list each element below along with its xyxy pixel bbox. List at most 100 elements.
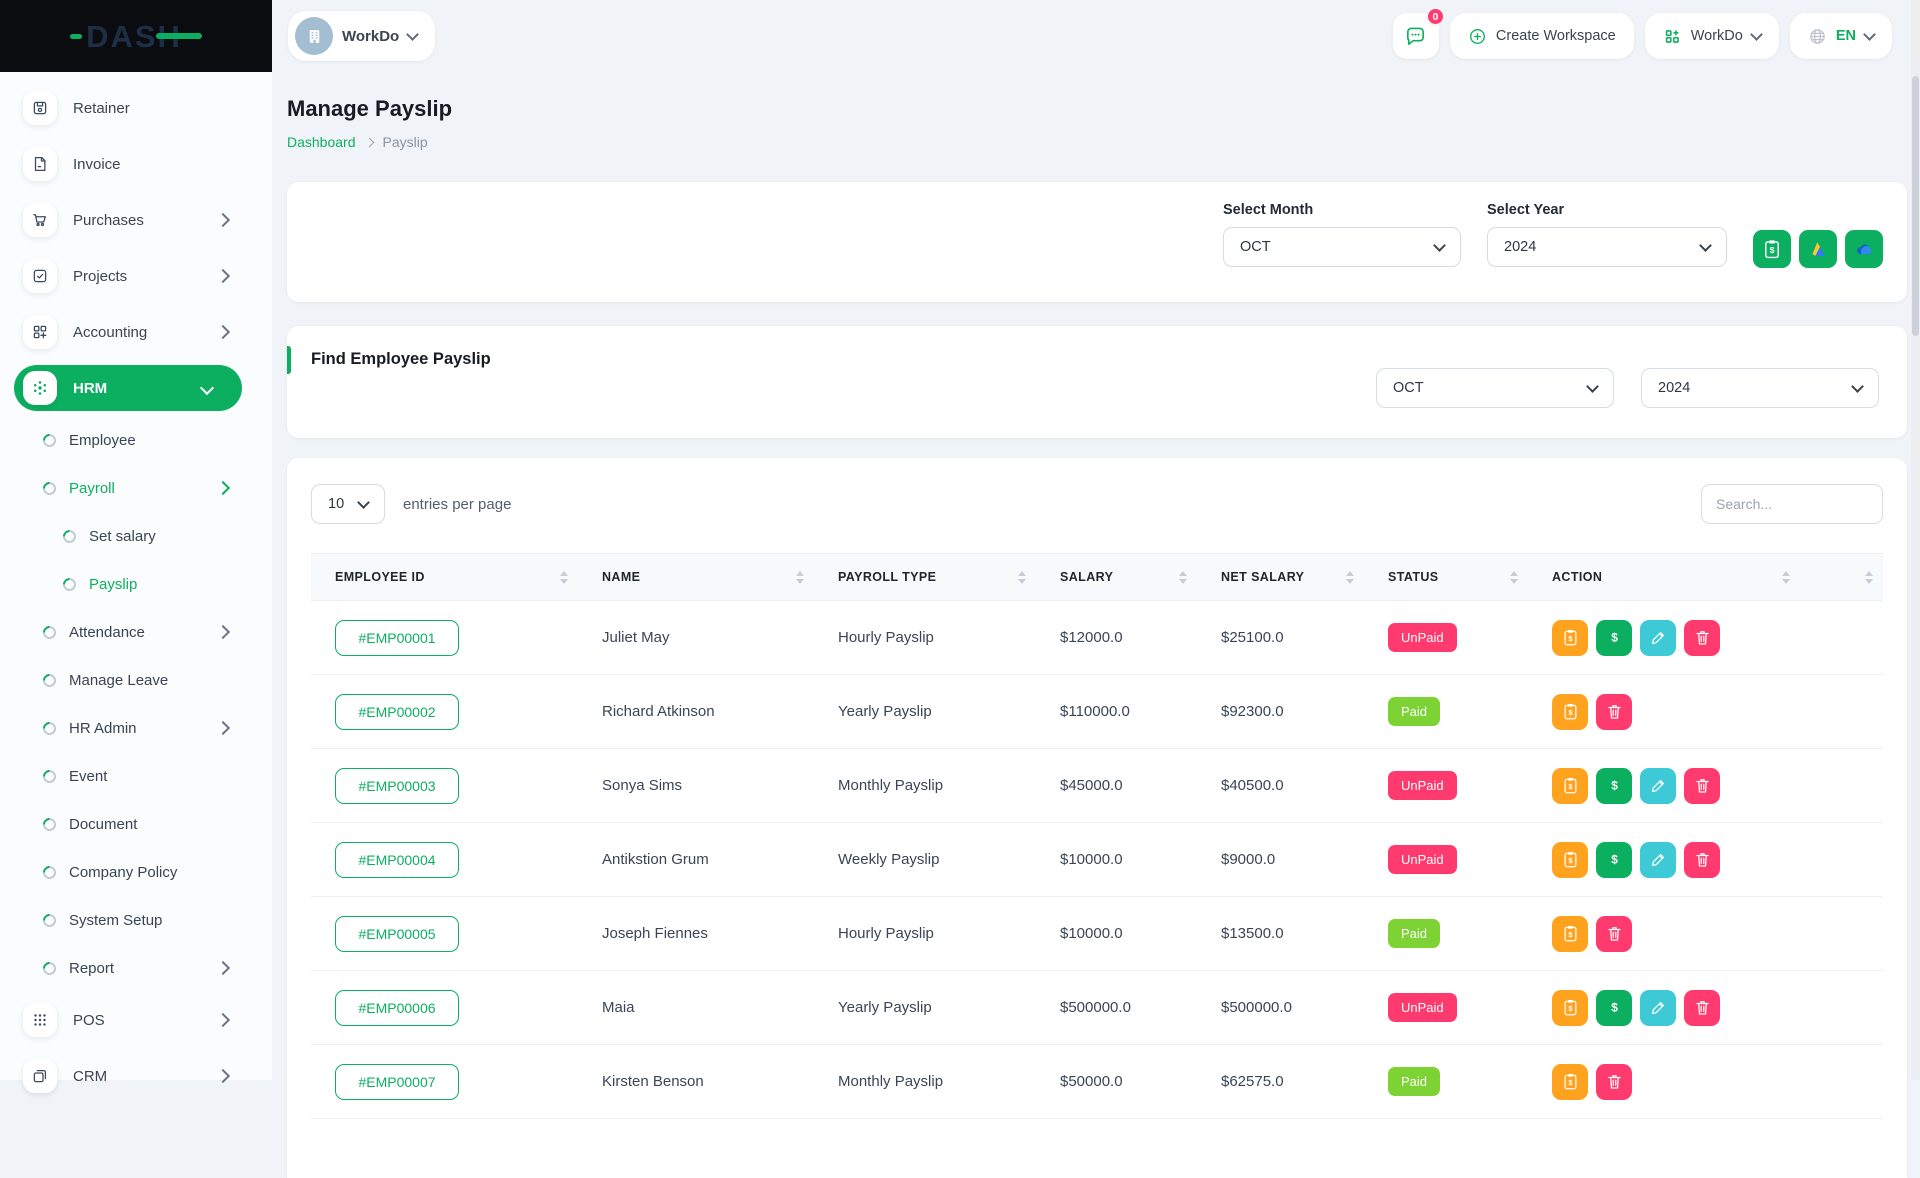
- pay-button[interactable]: $: [1596, 989, 1632, 1026]
- workdo-apps-button[interactable]: WorkDo: [1644, 13, 1779, 59]
- sort-icon[interactable]: [1018, 570, 1026, 584]
- sidebar-item-invoice[interactable]: Invoice: [0, 136, 272, 192]
- payslip-button[interactable]: $: [1552, 1063, 1588, 1100]
- page-scrollbar[interactable]: [1911, 0, 1920, 1080]
- dollar-icon: $: [1611, 852, 1618, 866]
- sidebar-item-payslip[interactable]: Payslip: [0, 560, 272, 608]
- bulk-payment-button[interactable]: $: [1753, 230, 1791, 268]
- google-drive-icon: [1812, 242, 1825, 256]
- language-selector[interactable]: EN: [1789, 13, 1892, 59]
- sort-icon[interactable]: [1510, 570, 1518, 584]
- column-header-net-salary[interactable]: NET SALARY: [1197, 554, 1364, 600]
- sort-icon[interactable]: [1179, 570, 1187, 584]
- payslip-button[interactable]: $: [1552, 767, 1588, 804]
- payslip-button[interactable]: $: [1552, 841, 1588, 878]
- payslip-icon: $: [1563, 630, 1577, 646]
- cell-net-salary: $92300.0: [1221, 703, 1284, 720]
- onedrive-export-button[interactable]: [1845, 230, 1883, 268]
- pay-button[interactable]: $: [1596, 619, 1632, 656]
- column-header-status[interactable]: STATUS: [1364, 554, 1528, 600]
- sidebar-item-projects[interactable]: Projects: [0, 248, 272, 304]
- sidebar-item-label: Set salary: [89, 527, 156, 545]
- brand-logo[interactable]: DASH: [0, 0, 272, 72]
- sidebar-item-crm[interactable]: CRM: [0, 1048, 272, 1104]
- delete-button[interactable]: [1684, 619, 1720, 656]
- pay-button[interactable]: $: [1596, 841, 1632, 878]
- sort-icon[interactable]: [1865, 570, 1873, 584]
- sort-icon[interactable]: [1782, 570, 1790, 584]
- pay-button[interactable]: $: [1596, 767, 1632, 804]
- chevron-down-icon: [1433, 239, 1446, 252]
- sidebar-item-report[interactable]: Report: [0, 944, 272, 992]
- payslip-button[interactable]: $: [1552, 989, 1588, 1026]
- delete-button[interactable]: [1596, 693, 1632, 730]
- year-select[interactable]: 2024: [1487, 227, 1727, 267]
- sidebar-item-document[interactable]: Document: [0, 800, 272, 848]
- breadcrumb-dashboard-link[interactable]: Dashboard: [287, 134, 356, 150]
- sidebar-item-employee[interactable]: Employee: [0, 416, 272, 464]
- employee-id-badge[interactable]: #EMP00006: [335, 989, 459, 1026]
- edit-button[interactable]: [1640, 989, 1676, 1026]
- column-header-employee-id[interactable]: EMPLOYEE ID: [311, 554, 578, 600]
- sidebar-item-system-setup[interactable]: System Setup: [0, 896, 272, 944]
- month-select[interactable]: OCT: [1223, 227, 1461, 267]
- sidebar-item-attendance[interactable]: Attendance: [0, 608, 272, 656]
- sidebar-item-purchases[interactable]: Purchases: [0, 192, 272, 248]
- edit-button[interactable]: [1640, 767, 1676, 804]
- chevron-down-icon: [1749, 27, 1763, 41]
- sidebar-item-accounting[interactable]: Accounting: [0, 304, 272, 360]
- employee-id-badge[interactable]: #EMP00005: [335, 915, 459, 952]
- sidebar-item-label: Accounting: [73, 323, 148, 341]
- sort-icon[interactable]: [560, 570, 568, 584]
- payslip-button[interactable]: $: [1552, 619, 1588, 656]
- find-year-select[interactable]: 2024: [1641, 368, 1879, 408]
- column-header-payroll-type[interactable]: PAYROLL TYPE: [814, 554, 1036, 600]
- entries-per-page-select[interactable]: 10: [311, 484, 385, 524]
- sidebar-item-event[interactable]: Event: [0, 752, 272, 800]
- scrollbar-thumb[interactable]: [1912, 76, 1919, 336]
- column-header-name[interactable]: NAME: [578, 554, 814, 600]
- main-content: Manage Payslip Dashboard Payslip Select …: [287, 72, 1907, 1178]
- employee-id-badge[interactable]: #EMP00003: [335, 767, 459, 804]
- sidebar-item-payroll[interactable]: Payroll: [0, 464, 272, 512]
- delete-button[interactable]: [1596, 1063, 1632, 1100]
- edit-button[interactable]: [1640, 841, 1676, 878]
- sidebar-item-retainer[interactable]: Retainer: [0, 80, 272, 136]
- cell-name: Kirsten Benson: [602, 1073, 704, 1090]
- payslip-button[interactable]: $: [1552, 693, 1588, 730]
- payslip-button[interactable]: $: [1552, 915, 1588, 952]
- edit-button[interactable]: [1640, 619, 1676, 656]
- sort-icon[interactable]: [1346, 570, 1354, 584]
- sidebar-item-manage-leave[interactable]: Manage Leave: [0, 656, 272, 704]
- find-month-select[interactable]: OCT: [1376, 368, 1614, 408]
- sidebar-item-company-policy[interactable]: Company Policy: [0, 848, 272, 896]
- employee-id-badge[interactable]: #EMP00002: [335, 693, 459, 730]
- sidebar-item-hrm[interactable]: HRM: [14, 365, 242, 411]
- column-header-action[interactable]: ACTION: [1528, 554, 1800, 600]
- create-workspace-button[interactable]: Create Workspace: [1449, 13, 1634, 59]
- sort-icon[interactable]: [796, 570, 804, 584]
- google-drive-export-button[interactable]: [1799, 230, 1837, 268]
- workspace-switcher[interactable]: WorkDo: [288, 11, 436, 61]
- delete-button[interactable]: [1684, 841, 1720, 878]
- messages-button[interactable]: 0: [1392, 7, 1445, 59]
- cell-name: Richard Atkinson: [602, 703, 715, 720]
- employee-id-badge[interactable]: #EMP00007: [335, 1063, 459, 1100]
- employee-id-badge[interactable]: #EMP00001: [335, 619, 459, 656]
- cell-net-salary: $25100.0: [1221, 629, 1284, 646]
- column-header-salary[interactable]: SALARY: [1036, 554, 1197, 600]
- sidebar-item-set-salary[interactable]: Set salary: [0, 512, 272, 560]
- delete-button[interactable]: [1684, 989, 1720, 1026]
- topbar: WorkDo 0 Create Workspace WorkDo EN: [272, 0, 1920, 72]
- sidebar-item-hr-admin[interactable]: HR Admin: [0, 704, 272, 752]
- search-input[interactable]: [1701, 484, 1883, 524]
- svg-text:$: $: [1568, 856, 1573, 865]
- sidebar-item-pos[interactable]: POS: [0, 992, 272, 1048]
- month-select-value: OCT: [1240, 239, 1271, 255]
- cell-salary: $500000.0: [1060, 999, 1131, 1016]
- employee-id-badge[interactable]: #EMP00004: [335, 841, 459, 878]
- delete-button[interactable]: [1684, 767, 1720, 804]
- column-header-extra[interactable]: [1800, 554, 1883, 600]
- sidebar-item-label: Retainer: [73, 99, 130, 117]
- delete-button[interactable]: [1596, 915, 1632, 952]
